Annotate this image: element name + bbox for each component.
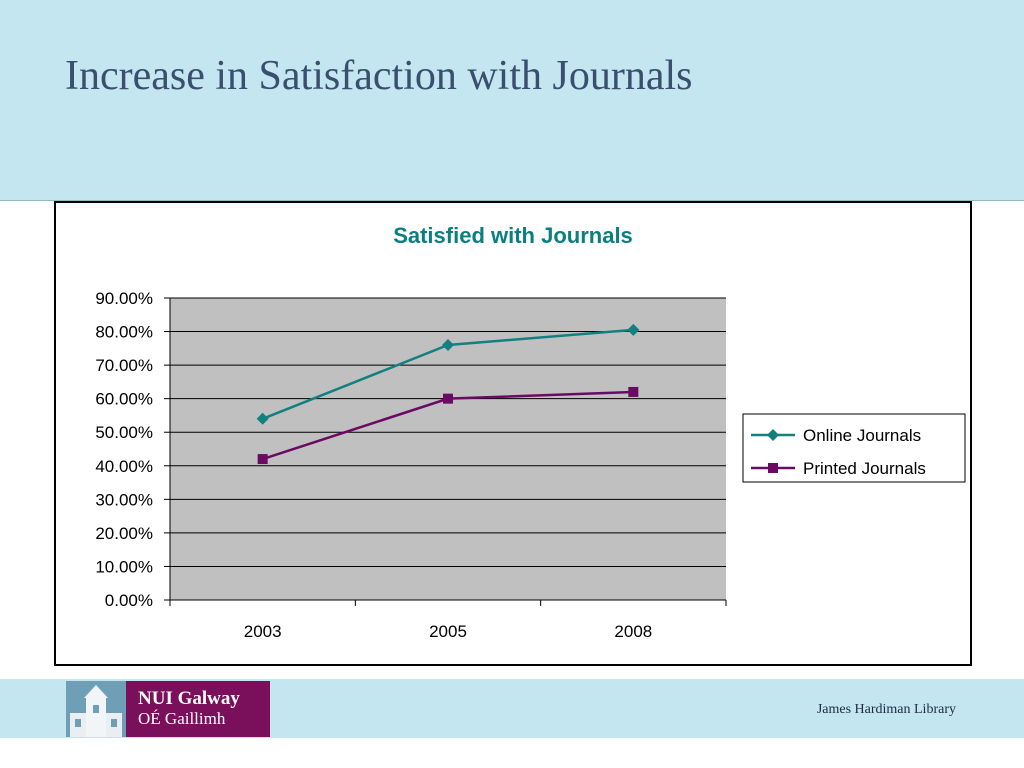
footer-library-name: James Hardiman Library [816, 702, 956, 717]
y-tick-label: 60.00% [95, 390, 153, 409]
y-tick-label: 40.00% [95, 457, 153, 476]
data-point-printed-journals [443, 393, 453, 404]
legend-label-online-journals: Online Journals [803, 426, 921, 445]
x-tick-label: 2005 [429, 622, 467, 641]
y-tick-label: 10.00% [95, 557, 153, 576]
data-point-online-journals [256, 412, 269, 425]
logo-line-irish: OÉ Gaillimh [138, 709, 226, 728]
title-band [0, 0, 1024, 201]
data-point-online-journals [442, 338, 454, 351]
y-tick-label: 50.00% [95, 423, 153, 442]
line-chart: Satisfied with Journals 0.00% 10.00% 20.00%… [95, 223, 966, 641]
legend-marker-printed-journals [768, 463, 778, 473]
legend-marker-online-journals [767, 429, 779, 441]
chart-frame: Satisfied with Journals 0.00% 10.00% 20.00%… [54, 201, 972, 666]
legend-box [742, 413, 966, 483]
data-point-printed-journals [257, 454, 268, 465]
legend-label-printed-journals: Printed Journals [803, 459, 926, 478]
slide-title: Increase in Satisfaction with Journals [65, 53, 693, 99]
data-point-online-journals [627, 323, 640, 336]
y-tick-label: 70.00% [95, 356, 153, 375]
y-tick-label: 90.00% [95, 289, 153, 308]
y-tick-label: 80.00% [95, 323, 153, 342]
data-point-printed-journals [628, 386, 639, 397]
tower-logo-icon [66, 681, 126, 737]
logo-line-english: NUI Galway [138, 688, 240, 709]
x-tick-label: 2003 [244, 622, 282, 641]
chart-title: Satisfied with Journals [393, 223, 633, 248]
nui-galway-logo: NUI Galway OÉ Gaillimh [66, 681, 270, 737]
x-tick-label: 2008 [614, 622, 652, 641]
logo-text: NUI Galway OÉ Gaillimh [126, 681, 270, 737]
y-tick-label: 20.00% [95, 524, 153, 543]
y-tick-label: 0.00% [105, 591, 153, 610]
y-tick-label: 30.00% [95, 490, 153, 509]
